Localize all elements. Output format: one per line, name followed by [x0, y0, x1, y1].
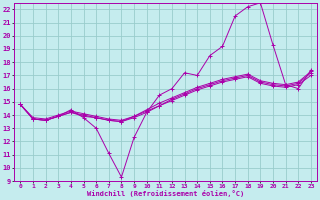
X-axis label: Windchill (Refroidissement éolien,°C): Windchill (Refroidissement éolien,°C) — [87, 190, 244, 197]
